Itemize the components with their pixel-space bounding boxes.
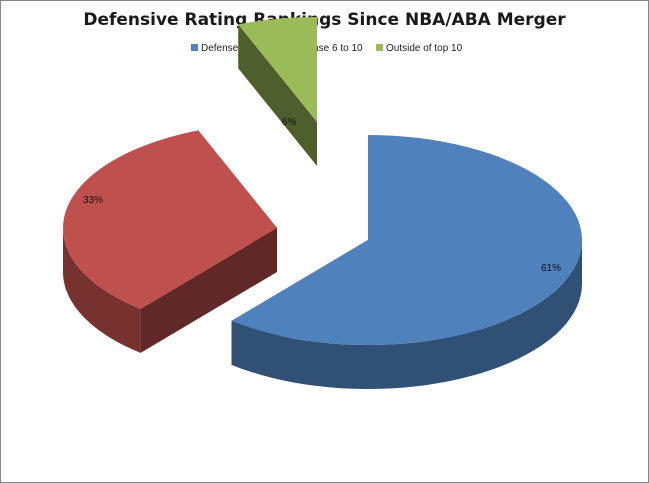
slice-side-outside-of-top-10	[238, 24, 317, 166]
legend-label-defense-top-5: Defense Top 5	[201, 43, 266, 54]
legend-swatch-outside-of-top-10	[376, 44, 383, 51]
data-labels: 61% 33% 6%	[83, 117, 561, 274]
legend: Defense Top 5 Defense 6 to 10 Outside of t…	[191, 43, 463, 54]
slice-defense-6-to-10	[63, 130, 277, 309]
chart-title: Defensive Rating Rankings Since NBA/ABA …	[83, 10, 566, 30]
legend-label-outside-of-top-10: Outside of top 10	[386, 43, 463, 54]
data-label-outside-of-top-10: 6%	[282, 117, 297, 128]
pie-slices	[63, 17, 583, 345]
legend-swatch-defense-top-5	[191, 44, 198, 51]
data-label-defense-top-5: 61%	[541, 263, 561, 274]
slice-outside-of-top-10	[238, 17, 317, 122]
slice-wall-defense-top-5	[231, 240, 582, 389]
slice-defense-top-5	[231, 135, 583, 345]
slice-side-defense-6-to-10	[140, 228, 277, 353]
data-label-defense-6-to-10: 33%	[83, 195, 103, 206]
slice-wall-defense-6-to-10	[63, 228, 141, 353]
legend-label-defense-6-to-10: Defense 6 to 10	[292, 43, 363, 54]
